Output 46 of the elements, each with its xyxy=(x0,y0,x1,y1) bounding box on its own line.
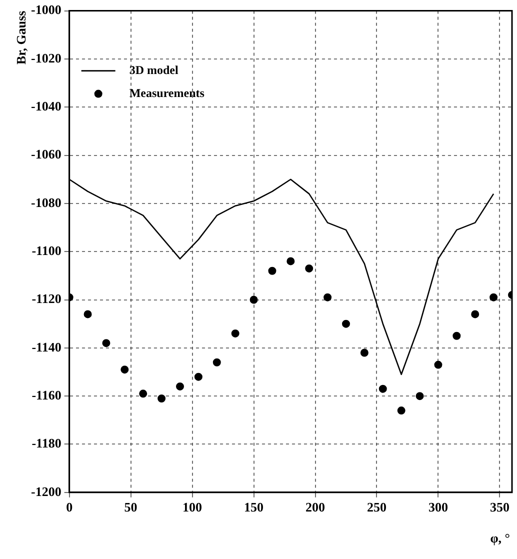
legend-label: 3D model xyxy=(129,62,179,77)
point xyxy=(324,293,332,302)
point xyxy=(250,296,258,304)
y-tick-label: -1020 xyxy=(30,50,62,66)
point xyxy=(268,266,276,275)
point xyxy=(471,310,480,318)
x-axis-title: φ, ° xyxy=(490,530,510,546)
y-tick-label: -1080 xyxy=(30,194,62,210)
x-tick-label: 50 xyxy=(124,500,138,515)
x-tick-label: 300 xyxy=(428,500,448,515)
x-tick-label: 100 xyxy=(182,500,202,515)
point xyxy=(212,358,221,366)
point xyxy=(176,382,184,390)
point xyxy=(102,339,110,348)
y-tick-label: -1180 xyxy=(32,436,62,451)
x-tick-label: 250 xyxy=(366,500,386,515)
point xyxy=(231,329,240,338)
y-tick-label: -1040 xyxy=(30,98,62,114)
x-tick-label: 0 xyxy=(66,500,73,515)
point xyxy=(158,394,166,402)
point xyxy=(434,360,442,369)
point xyxy=(490,293,498,302)
point xyxy=(378,384,387,393)
point xyxy=(120,366,129,374)
point xyxy=(452,332,461,340)
x-tick-label: 200 xyxy=(306,500,326,515)
y-tick-label: -1140 xyxy=(32,339,62,354)
x-tick-label: 350 xyxy=(490,500,510,515)
y-tick-label: -1160 xyxy=(32,387,62,402)
y-tick-label: -1060 xyxy=(30,146,62,162)
y-tick-label: -1100 xyxy=(32,242,62,258)
y-tick-label: -1120 xyxy=(32,291,62,306)
point xyxy=(84,310,92,318)
y-axis-title: Br, Gauss xyxy=(13,10,28,65)
y-tick-label: -1000 xyxy=(30,2,62,18)
legend-label: Measurements xyxy=(129,86,205,100)
point xyxy=(397,406,406,415)
point xyxy=(286,257,295,266)
point xyxy=(342,320,350,328)
x-tick-label: 150 xyxy=(244,500,264,515)
point xyxy=(194,372,202,381)
point xyxy=(305,264,314,272)
point xyxy=(416,392,424,400)
point xyxy=(139,390,148,398)
y-tick-label: -1200 xyxy=(30,484,62,499)
point xyxy=(360,348,368,357)
